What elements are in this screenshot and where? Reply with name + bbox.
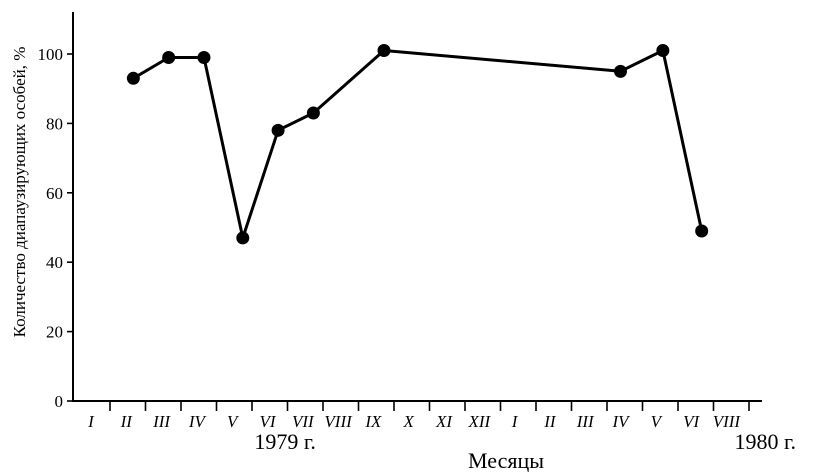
x-tick-label: III [152,412,171,431]
x-tick-label: XI [435,412,453,431]
x-tick-label: VII [292,412,315,431]
year-label: 1979 г. [254,429,316,454]
x-tick-label: XII [467,412,491,431]
x-axis-label: Месяцы [468,448,544,472]
x-tick-label: IV [611,412,631,431]
y-axis-label: Количество диапаузирующих особей, % [10,47,29,338]
x-tick-label: II [120,412,134,431]
y-tick-label: 60 [46,184,63,203]
x-tick-label: IV [188,412,208,431]
data-point [126,71,140,85]
x-tick-label: VI [683,412,700,431]
x-tick-label: X [403,412,415,431]
x-tick-label: V [651,412,664,431]
x-tick-label: III [576,412,595,431]
y-tick-label: 0 [55,392,64,411]
x-axis-ticks: I II III IV V VI VII VIII IX X XI XII I II III IV V VI VII… [87,401,750,431]
x-tick-label: VIII [324,412,353,431]
year-label: 1980 г. [734,429,796,454]
data-point [271,123,285,137]
x-tick-label: V [227,412,240,431]
y-tick-label: 20 [46,323,63,342]
data-points [126,44,709,245]
x-tick-label: VIII [713,412,742,431]
data-point [162,50,176,64]
x-tick-label: II [543,412,557,431]
x-tick-label: I [511,412,519,431]
data-point [306,106,320,120]
data-point [695,224,709,238]
data-point [197,50,211,64]
data-point [236,231,250,245]
y-tick-label: 80 [46,114,63,133]
y-axis-ticks: 0 20 40 60 80 100 [38,45,73,411]
data-point [614,64,627,78]
y-tick-label: 100 [38,45,64,64]
year-labels: 1979 г. 1980 г. [254,429,796,454]
series-line [132,49,704,240]
data-point [377,44,391,58]
x-tick-label: VI [259,412,276,431]
y-tick-label: 40 [46,253,63,272]
x-tick-label: I [87,412,95,431]
x-tick-label: IX [364,412,382,431]
data-point [656,44,670,58]
